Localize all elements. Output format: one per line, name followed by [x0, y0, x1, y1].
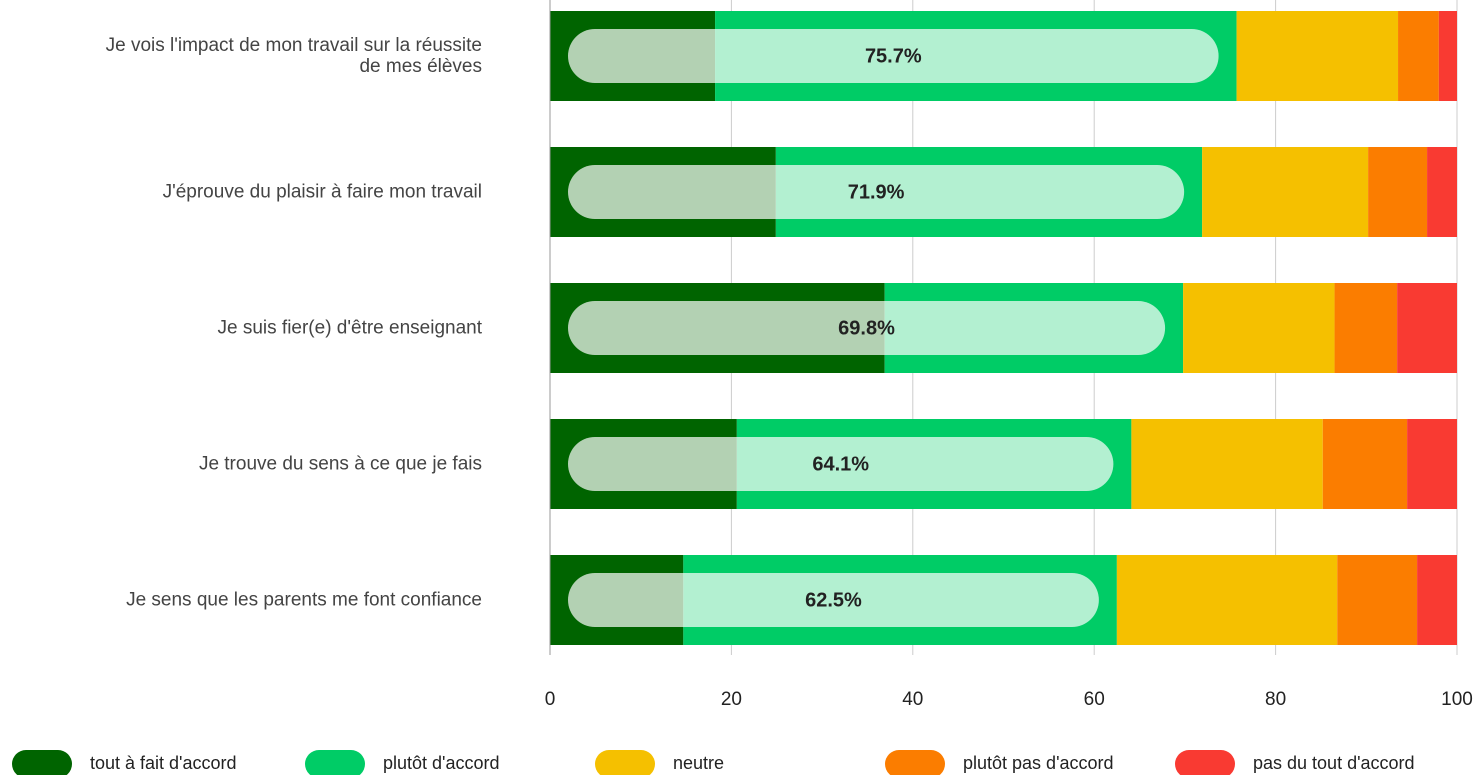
bar-segment: [1427, 147, 1457, 237]
x-tick-label: 40: [902, 689, 923, 710]
bar-segment: [1407, 419, 1457, 509]
bar-segment: [1398, 11, 1439, 101]
total-label: 69.8%: [838, 317, 895, 339]
bar-segment: [1337, 555, 1418, 645]
x-tick-label: 0: [545, 689, 556, 710]
legend-label: neutre: [673, 753, 724, 773]
legend-swatch: [885, 750, 945, 775]
total-label: 64.1%: [812, 453, 869, 475]
bar-segment: [1397, 283, 1457, 373]
bar-segment: [1236, 11, 1399, 101]
legend-label: tout à fait d'accord: [90, 753, 237, 773]
x-tick-label: 60: [1084, 689, 1105, 710]
legend-swatch: [1175, 750, 1235, 775]
bar-segment: [1116, 555, 1338, 645]
total-pill: [568, 29, 1219, 83]
category-label: Je trouve du sens à ce que je fais: [198, 453, 482, 475]
category-label: Je sens que les parents me font confianc…: [126, 589, 482, 611]
bar-segment: [1322, 419, 1408, 509]
total-pill: [568, 301, 1166, 355]
total-pill: [568, 573, 1099, 627]
total-label: 71.9%: [848, 181, 905, 203]
bar-segment: [1417, 555, 1457, 645]
category-label: Je suis fier(e) d'être enseignant: [217, 317, 483, 339]
total-label: 75.7%: [865, 45, 922, 67]
x-tick-label: 80: [1265, 689, 1286, 710]
bar-segment: [1334, 283, 1398, 373]
legend-swatch: [12, 750, 72, 775]
legend-label: plutôt pas d'accord: [963, 753, 1114, 773]
total-pill: [568, 437, 1114, 491]
x-tick-label: 100: [1441, 689, 1473, 710]
total-pill: [568, 165, 1185, 219]
legend-swatch: [305, 750, 365, 775]
bar-segment: [1131, 419, 1323, 509]
category-label: J'éprouve du plaisir à faire mon travail: [162, 181, 482, 203]
bar-segment: [1368, 147, 1428, 237]
category-label: Je vois l'impact de mon travail sur la r…: [105, 35, 482, 77]
total-label: 62.5%: [805, 589, 862, 611]
legend-swatch: [595, 750, 655, 775]
legend-label: plutôt d'accord: [383, 753, 500, 773]
bar-segment: [1183, 283, 1335, 373]
x-tick-label: 20: [721, 689, 742, 710]
legend-label: pas du tout d'accord: [1253, 753, 1415, 773]
bar-segment: [1438, 11, 1457, 101]
bar-segment: [1202, 147, 1369, 237]
